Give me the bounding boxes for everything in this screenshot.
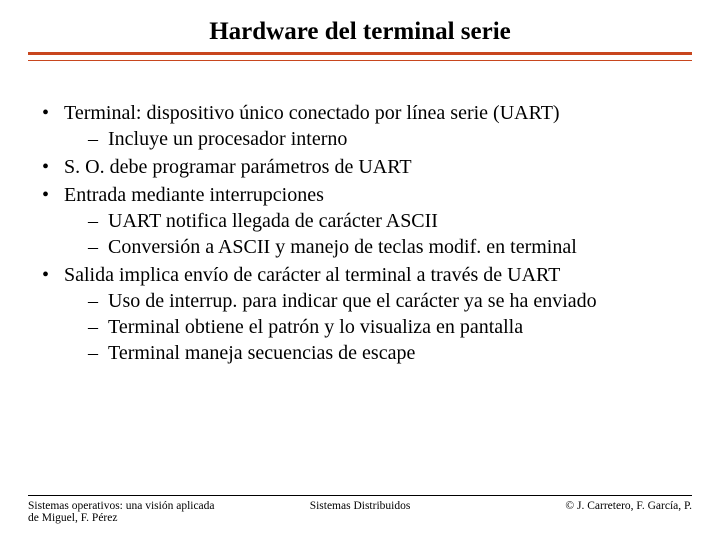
footer-row: Sistemas operativos: una visión aplicada… xyxy=(28,500,692,524)
footer-left-line2: de Miguel, F. Pérez xyxy=(28,512,117,524)
sub-list-item: Conversión a ASCII y manejo de teclas mo… xyxy=(88,234,692,260)
bullet-text: Entrada mediante interrupciones xyxy=(64,184,324,206)
footer-left: Sistemas operativos: una visión aplicada… xyxy=(28,500,262,524)
footer-center: Sistemas Distribuidos xyxy=(262,500,457,512)
sub-bullet-text: UART notifica llegada de carácter ASCII xyxy=(108,210,438,232)
slide: Hardware del terminal serie Terminal: di… xyxy=(0,0,720,540)
sub-list-item: Uso de interrup. para indicar que el car… xyxy=(88,288,692,314)
sub-list-item: Incluye un procesador interno xyxy=(88,126,692,152)
title-rule-bottom xyxy=(28,60,692,66)
list-item: S. O. debe programar parámetros de UART xyxy=(42,154,692,180)
sub-bullet-text: Uso de interrup. para indicar que el car… xyxy=(108,290,597,312)
sub-list: Incluye un procesador interno xyxy=(64,126,692,152)
bullet-text: S. O. debe programar parámetros de UART xyxy=(64,156,412,178)
footer-left-line1: Sistemas operativos: una visión aplicada xyxy=(28,500,215,512)
title-rule-top xyxy=(28,52,692,58)
sub-list-item: Terminal maneja secuencias de escape xyxy=(88,340,692,366)
sub-bullet-text: Conversión a ASCII y manejo de teclas mo… xyxy=(108,236,577,258)
sub-bullet-text: Terminal maneja secuencias de escape xyxy=(108,342,415,364)
footer: Sistemas operativos: una visión aplicada… xyxy=(28,495,692,524)
list-item: Terminal: dispositivo único conectado po… xyxy=(42,100,692,152)
slide-title: Hardware del terminal serie xyxy=(28,18,692,46)
bullet-text: Salida implica envío de carácter al term… xyxy=(64,264,560,286)
sub-list: UART notifica llegada de carácter ASCII … xyxy=(64,208,692,260)
sub-list-item: Terminal obtiene el patrón y lo visualiz… xyxy=(88,314,692,340)
list-item: Entrada mediante interrupciones UART not… xyxy=(42,182,692,260)
sub-bullet-text: Terminal obtiene el patrón y lo visualiz… xyxy=(108,316,523,338)
footer-right: © J. Carretero, F. García, P. xyxy=(458,500,692,512)
sub-list: Uso de interrup. para indicar que el car… xyxy=(64,288,692,366)
content-area: Terminal: dispositivo único conectado po… xyxy=(28,100,692,366)
bullet-text: Terminal: dispositivo único conectado po… xyxy=(64,102,560,124)
sub-bullet-text: Incluye un procesador interno xyxy=(108,128,347,150)
list-item: Salida implica envío de carácter al term… xyxy=(42,262,692,366)
sub-list-item: UART notifica llegada de carácter ASCII xyxy=(88,208,692,234)
footer-rule xyxy=(28,495,692,496)
bullet-list: Terminal: dispositivo único conectado po… xyxy=(28,100,692,366)
